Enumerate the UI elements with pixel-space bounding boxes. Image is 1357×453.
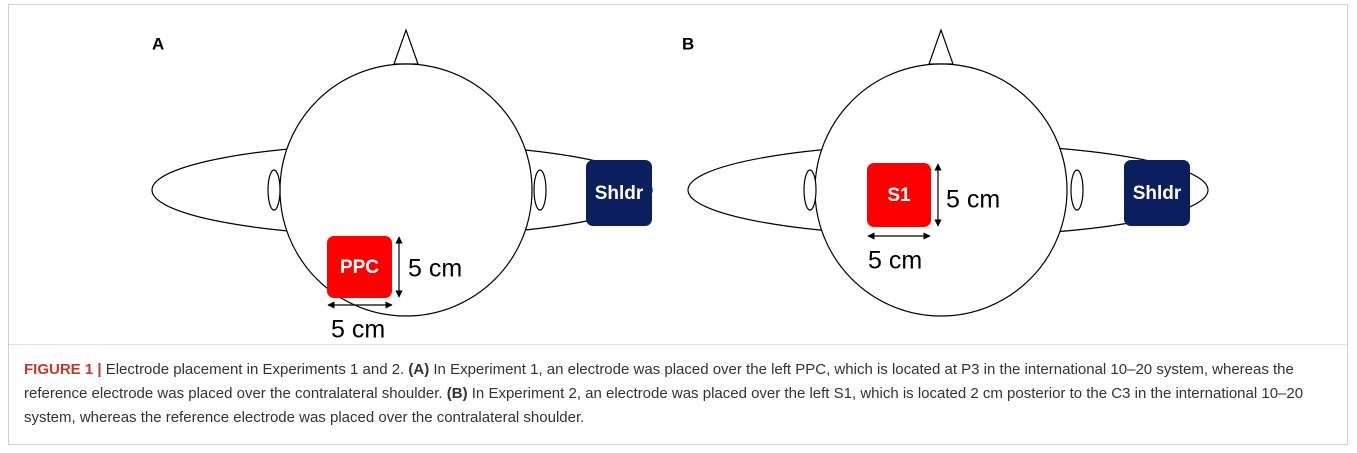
caption-text: In Experiment 1, an electrode was placed… [24, 361, 1294, 402]
dimension-label: 5 cm [331, 316, 385, 344]
figure-frame [8, 4, 1348, 445]
dimension-label: 5 cm [408, 255, 462, 283]
electrode-label: PPC [340, 257, 379, 278]
divider [9, 344, 1347, 345]
caption-marker: (B) [446, 385, 468, 402]
dimension-label: 5 cm [868, 247, 922, 275]
electrode [327, 236, 392, 298]
reference-electrode [586, 160, 652, 226]
reference-label: Shldr [595, 183, 644, 204]
caption-label: FIGURE 1 | [24, 361, 102, 378]
reference-label: Shldr [1133, 183, 1182, 204]
caption-text: Electrode placement in Experiments 1 and… [105, 361, 405, 378]
electrode-label: S1 [887, 185, 911, 206]
caption-text: In Experiment 2, an electrode was placed… [24, 385, 1304, 426]
panel-label: B [682, 34, 694, 53]
electrode [867, 163, 931, 227]
reference-electrode [1124, 160, 1190, 226]
caption-marker: (A) [408, 361, 430, 378]
dimension-label: 5 cm [946, 186, 1000, 214]
figure-caption: FIGURE 1 | Electrode placement in Experi… [24, 358, 1334, 430]
panel-label: A [152, 34, 164, 53]
diagram: A PPC 5 cm 5 cm Shldr B S1 5 cm 5 cm Shl… [151, 28, 1209, 344]
panel-a [151, 28, 653, 317]
panel-b [687, 28, 1209, 317]
